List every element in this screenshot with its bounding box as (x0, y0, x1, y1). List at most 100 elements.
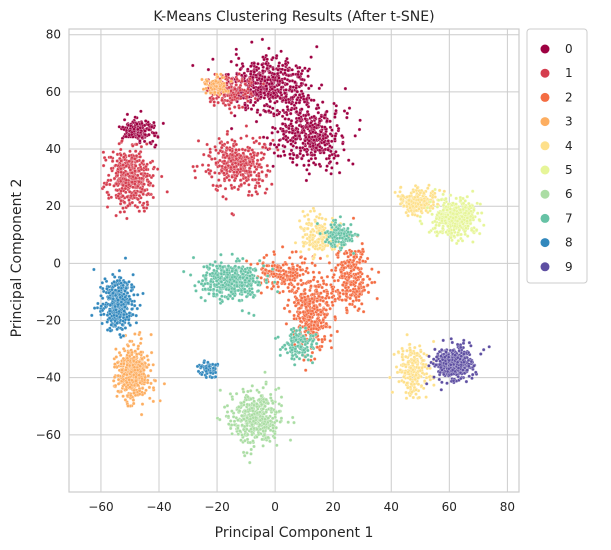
data-point (358, 270, 363, 274)
data-point (234, 142, 239, 147)
data-point (129, 132, 134, 137)
data-point (122, 372, 127, 376)
data-point (251, 419, 256, 423)
data-point (475, 201, 479, 206)
data-point (140, 376, 144, 381)
data-point (264, 382, 268, 386)
data-point (291, 72, 295, 77)
data-point (292, 153, 296, 157)
data-point (293, 304, 298, 308)
data-point (208, 91, 213, 95)
data-point (270, 416, 275, 421)
data-point (290, 415, 295, 420)
data-point (289, 148, 294, 153)
data-point (218, 158, 222, 163)
data-point (228, 426, 233, 431)
data-point (400, 346, 404, 351)
data-point (360, 302, 364, 306)
data-point (479, 211, 484, 215)
data-point (347, 106, 352, 110)
data-point (463, 205, 468, 210)
data-point (214, 79, 218, 84)
data-point (409, 208, 413, 213)
data-point (303, 257, 307, 261)
data-point (152, 120, 156, 125)
data-point (117, 350, 122, 355)
data-point (133, 149, 138, 153)
data-point (270, 264, 274, 268)
data-point (283, 144, 287, 149)
data-point (236, 418, 240, 422)
data-point (375, 296, 379, 301)
data-point (330, 247, 335, 252)
data-point (271, 284, 276, 289)
data-point (110, 159, 115, 163)
data-point (248, 417, 253, 421)
data-point (325, 300, 329, 305)
data-point (388, 375, 392, 380)
data-point (261, 429, 266, 433)
data-point (234, 47, 239, 52)
data-point (217, 171, 222, 176)
data-point (276, 154, 280, 158)
data-point (320, 216, 324, 221)
data-point (299, 292, 303, 297)
data-point (136, 184, 140, 189)
data-point (271, 67, 275, 72)
data-point (137, 152, 141, 156)
data-point (156, 135, 160, 139)
data-point (252, 61, 256, 66)
data-point (138, 341, 143, 346)
data-point (303, 66, 307, 70)
data-point (270, 131, 274, 135)
data-point (114, 213, 118, 218)
data-point (145, 142, 149, 146)
data-point (276, 386, 281, 390)
data-point (466, 224, 470, 228)
data-point (264, 397, 268, 402)
data-point (417, 395, 422, 400)
data-point (138, 155, 142, 159)
data-point (340, 288, 345, 293)
data-point (282, 306, 287, 311)
data-point (135, 142, 139, 147)
data-point (118, 179, 123, 184)
data-point (312, 125, 317, 130)
data-point (429, 204, 434, 208)
data-point (313, 320, 317, 324)
data-point (230, 409, 234, 413)
data-point (300, 130, 305, 135)
data-point (322, 312, 327, 317)
data-point (234, 83, 238, 87)
data-point (161, 121, 166, 126)
data-point (245, 402, 250, 407)
data-point (338, 291, 342, 295)
data-point (261, 145, 265, 149)
data-point (218, 183, 223, 188)
data-point (268, 428, 273, 432)
data-point (349, 293, 354, 298)
data-point (124, 190, 128, 195)
data-point (300, 156, 304, 161)
data-point (263, 271, 267, 276)
data-point (142, 182, 146, 186)
data-point (233, 139, 237, 144)
data-point (410, 212, 415, 217)
data-point (210, 175, 214, 179)
data-point (339, 270, 343, 274)
data-point (289, 119, 294, 123)
data-point (208, 150, 213, 155)
data-point (351, 216, 356, 220)
data-point (452, 208, 457, 213)
data-point (221, 194, 225, 199)
data-point (113, 383, 118, 388)
data-point (419, 384, 424, 388)
data-point (121, 356, 126, 361)
data-point (240, 105, 245, 109)
data-point (394, 365, 399, 369)
data-point (136, 346, 140, 351)
data-point (345, 115, 349, 120)
data-point (101, 150, 106, 154)
data-point (191, 164, 195, 169)
data-point (402, 380, 406, 384)
